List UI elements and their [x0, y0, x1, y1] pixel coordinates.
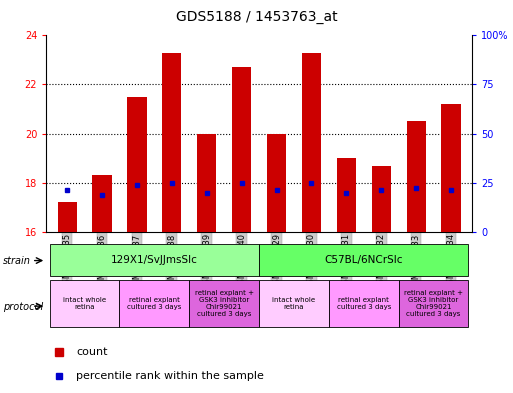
Bar	[406, 121, 426, 232]
Text: strain: strain	[3, 255, 30, 266]
Bar	[371, 165, 391, 232]
Bar	[92, 175, 112, 232]
Bar	[50, 244, 259, 276]
Bar	[197, 134, 216, 232]
Bar	[441, 104, 461, 232]
Bar	[232, 67, 251, 232]
Text: retinal explant
cultured 3 days: retinal explant cultured 3 days	[127, 297, 182, 310]
Bar	[337, 158, 356, 232]
Bar	[302, 53, 321, 232]
Bar	[57, 202, 77, 232]
Bar	[50, 280, 120, 327]
Text: intact whole
retina: intact whole retina	[272, 297, 315, 310]
Bar	[267, 134, 286, 232]
Bar	[189, 280, 259, 327]
Text: GDS5188 / 1453763_at: GDS5188 / 1453763_at	[175, 10, 338, 24]
Bar	[120, 280, 189, 327]
Bar	[259, 280, 329, 327]
Bar	[162, 53, 182, 232]
Text: retinal explant
cultured 3 days: retinal explant cultured 3 days	[337, 297, 391, 310]
Bar	[127, 97, 147, 232]
Text: intact whole
retina: intact whole retina	[63, 297, 106, 310]
Text: percentile rank within the sample: percentile rank within the sample	[76, 371, 264, 381]
Text: count: count	[76, 347, 108, 357]
Bar	[399, 280, 468, 327]
Text: 129X1/SvJJmsSlc: 129X1/SvJJmsSlc	[111, 255, 198, 265]
Text: C57BL/6NCrSlc: C57BL/6NCrSlc	[325, 255, 403, 265]
Text: retinal explant +
GSK3 inhibitor
Chir99021
cultured 3 days: retinal explant + GSK3 inhibitor Chir990…	[194, 290, 253, 317]
Text: retinal explant +
GSK3 inhibitor
Chir99021
cultured 3 days: retinal explant + GSK3 inhibitor Chir990…	[404, 290, 463, 317]
Bar	[329, 280, 399, 327]
Text: protocol: protocol	[3, 301, 43, 312]
Bar	[259, 244, 468, 276]
